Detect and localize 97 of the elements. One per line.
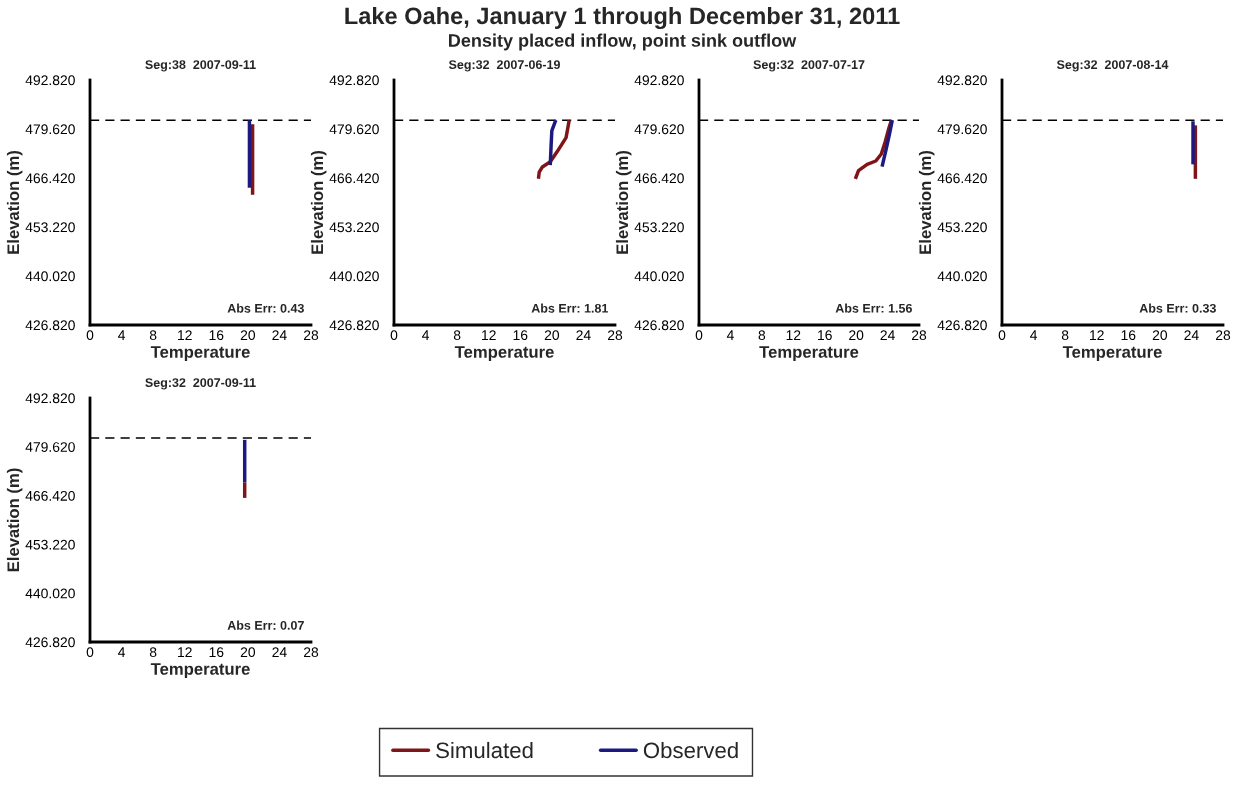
annotation: Abs Err: 1.56: [835, 303, 912, 313]
x-tick-label: 24: [576, 330, 591, 340]
x-axis-title: Temperature: [1062, 346, 1162, 362]
y-tick-label: 453.220: [937, 222, 987, 233]
y-tick-label: 492.820: [634, 75, 684, 86]
x-tick-label: 0: [86, 647, 94, 658]
x-tick-label: 8: [453, 330, 461, 341]
y-tick-label: 426.820: [634, 320, 684, 331]
x-tick-label: 20: [544, 330, 560, 341]
x-axis-title: Temperature: [759, 346, 859, 362]
annotation: Abs Err: 0.43: [227, 303, 304, 313]
x-tick-label: 20: [240, 647, 256, 658]
y-tick-label: 440.020: [937, 271, 987, 282]
y-tick-label: 440.020: [25, 271, 75, 282]
y-tick-label: 492.820: [25, 75, 75, 86]
x-tick-label: 28: [1215, 330, 1231, 341]
y-tick-label: 466.420: [937, 173, 987, 184]
x-tick-label: 28: [303, 647, 319, 658]
y-tick-label: 440.020: [329, 271, 379, 282]
x-tick-label: 8: [149, 330, 157, 341]
x-tick-label: 12: [178, 330, 192, 340]
y-tick-label: 492.820: [25, 393, 75, 404]
y-tick-label: 479.620: [329, 124, 379, 135]
line-series: [880, 118, 895, 169]
x-tick-label: 28: [303, 330, 319, 341]
x-tick-label: 24: [1184, 330, 1199, 340]
x-tick-label: 16: [209, 647, 224, 658]
x-tick-label: 4: [118, 647, 126, 657]
x-tick-label: 4: [422, 330, 430, 340]
x-tick-label: 16: [1121, 330, 1136, 341]
annotation: Abs Err: 0.07: [227, 620, 304, 630]
x-tick-label: 12: [786, 330, 801, 340]
y-axis-title: Elevation (m): [615, 151, 632, 254]
x-tick-label: 20: [240, 330, 256, 341]
text: Density placed inflow, point sink outflow: [449, 33, 797, 51]
y-tick-label: 466.420: [25, 173, 75, 184]
x-tick-label: 0: [695, 330, 703, 341]
chart-title: Seg:32 2007-07-17: [753, 60, 865, 72]
x-tick-label: 16: [209, 330, 224, 341]
y-axis-title: Elevation (m): [6, 151, 23, 254]
x-tick-label: 20: [849, 330, 864, 341]
y-tick-label: 479.620: [634, 124, 684, 135]
y-axis-title: Elevation (m): [6, 468, 23, 572]
y-tick-label: 426.820: [329, 320, 379, 331]
y-tick-label: 453.220: [25, 222, 75, 233]
x-tick-label: 24: [272, 647, 287, 657]
y-axis-title: Elevation (m): [310, 151, 327, 254]
y-axis-title: Elevation (m): [918, 151, 935, 254]
x-tick-label: 28: [911, 330, 927, 341]
y-tick-label: 453.220: [25, 539, 75, 550]
legend-label: Simulated: [436, 741, 533, 759]
x-tick-label: 8: [1061, 330, 1069, 341]
y-tick-label: 426.820: [25, 637, 75, 648]
x-axis-title: Temperature: [454, 346, 554, 362]
chart-title: Seg:32 2007-09-11: [145, 378, 256, 390]
y-tick-label: 479.620: [25, 442, 75, 452]
x-tick-label: 4: [118, 330, 126, 340]
x-tick-label: 24: [880, 330, 895, 340]
y-tick-label: 466.420: [634, 173, 684, 184]
y-tick-label: 453.220: [329, 222, 379, 233]
annotation: Abs Err: 1.81: [531, 303, 609, 313]
line-series: [536, 118, 571, 181]
line-series: [548, 118, 558, 167]
x-tick-label: 20: [1152, 330, 1168, 341]
legend-label: Observed: [643, 741, 738, 759]
x-tick-label: 4: [726, 330, 734, 340]
annotation: Abs Err: 0.33: [1139, 303, 1216, 313]
x-tick-label: 16: [818, 330, 832, 341]
x-tick-label: 4: [1030, 330, 1038, 340]
y-tick-label: 479.620: [25, 124, 75, 135]
x-tick-label: 16: [513, 330, 528, 341]
x-tick-label: 0: [390, 330, 398, 341]
x-tick-label: 0: [998, 330, 1006, 341]
x-tick-label: 8: [149, 647, 157, 658]
x-axis-title: Temperature: [150, 663, 250, 679]
chart-title: Seg:32 2007-08-14: [1056, 60, 1169, 72]
y-tick-label: 466.420: [25, 490, 75, 501]
x-tick-label: 24: [272, 330, 287, 340]
chart-title: Seg:38 2007-09-11: [145, 60, 256, 72]
x-tick-label: 8: [758, 330, 766, 341]
y-tick-label: 492.820: [937, 75, 987, 86]
y-tick-label: 440.020: [25, 588, 75, 599]
chart-title: Seg:32 2007-06-19: [448, 60, 560, 72]
y-tick-label: 426.820: [937, 320, 987, 331]
y-tick-label: 466.420: [329, 173, 379, 184]
y-tick-label: 479.620: [937, 124, 987, 135]
y-tick-label: 440.020: [634, 271, 684, 282]
x-tick-label: 0: [86, 330, 94, 341]
x-tick-label: 12: [482, 330, 496, 340]
text: Lake Oahe, January 1 through December 31, 2011: [345, 6, 900, 30]
y-tick-label: 426.820: [25, 320, 75, 331]
x-tick-label: 12: [1090, 330, 1104, 340]
y-tick-label: 453.220: [634, 222, 684, 233]
y-tick-label: 492.820: [329, 75, 379, 86]
x-tick-label: 28: [607, 330, 623, 341]
x-axis-title: Temperature: [150, 346, 250, 362]
x-tick-label: 12: [178, 647, 192, 657]
